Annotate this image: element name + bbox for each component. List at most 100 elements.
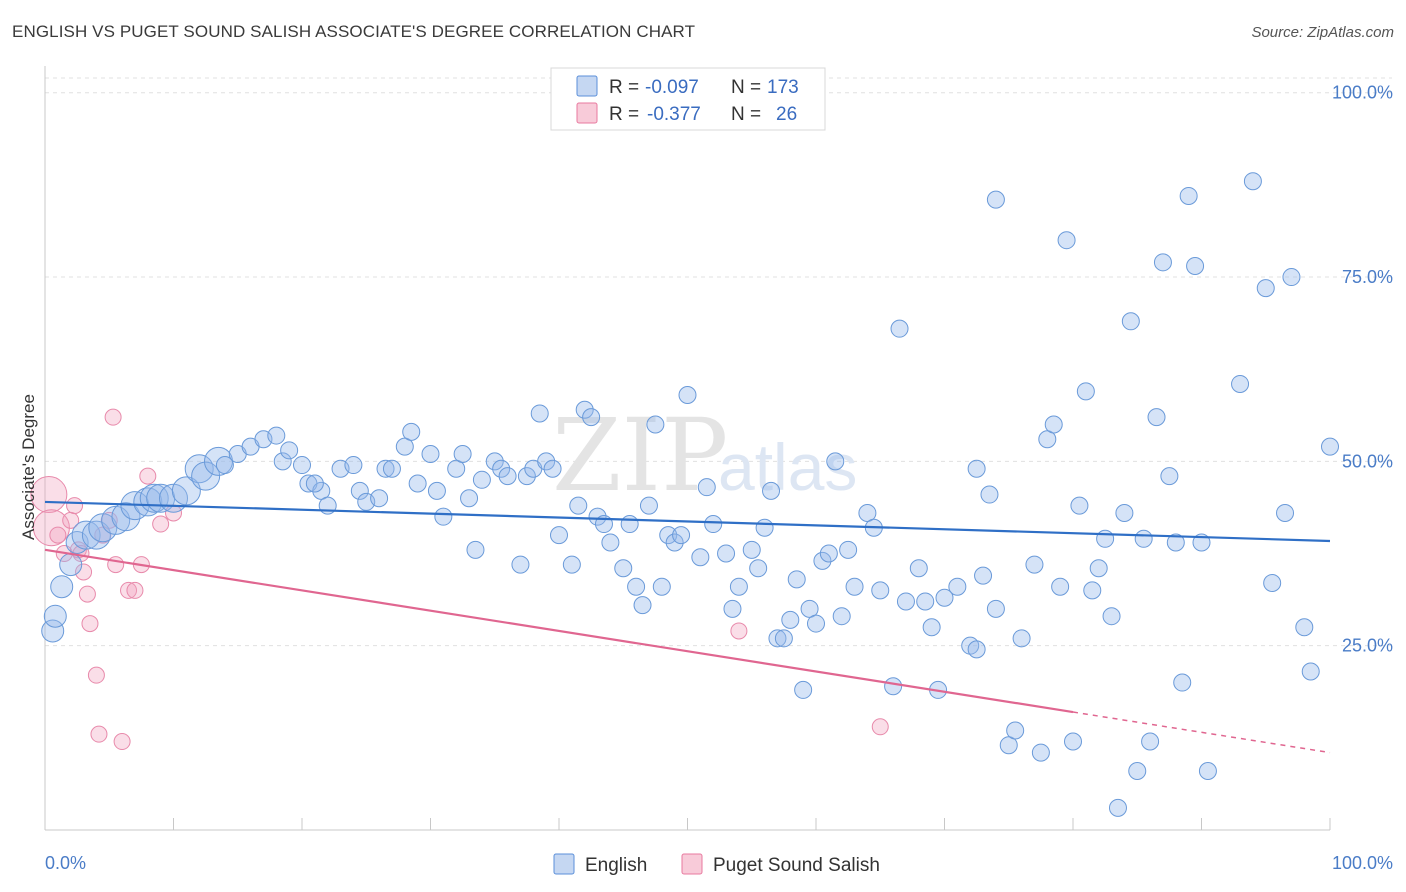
english-point — [1128, 762, 1147, 781]
english-point — [729, 577, 748, 596]
english-point — [575, 400, 594, 419]
series-legend-swatch-puget — [681, 853, 703, 875]
puget-point — [87, 666, 105, 684]
english-point — [350, 481, 369, 500]
english-point — [986, 599, 1005, 618]
english-point — [980, 485, 999, 504]
series-legend-label-english: English — [585, 855, 647, 876]
english-point — [1012, 629, 1031, 648]
english-point — [1263, 574, 1282, 593]
puget-point — [126, 581, 144, 599]
x-tick-labels: 0.0% 100.0% — [45, 853, 1393, 873]
english-point — [948, 577, 967, 596]
puget-point — [75, 563, 93, 581]
english-point — [1282, 268, 1301, 287]
english-point — [267, 426, 286, 445]
english-point — [421, 445, 440, 463]
english-point — [1070, 496, 1089, 515]
english-point — [376, 459, 395, 478]
english-point — [101, 505, 131, 535]
english-point — [890, 319, 909, 338]
puget-point — [30, 476, 68, 514]
english-point — [672, 526, 691, 545]
english-point — [1115, 503, 1134, 522]
english-point — [71, 520, 101, 550]
english-point — [215, 456, 234, 475]
english-point — [588, 507, 607, 526]
english-point — [974, 566, 993, 585]
y-tick-labels: 25.0% 50.0% 75.0% 100.0% — [1332, 83, 1393, 656]
english-point — [1173, 673, 1192, 692]
english-point — [498, 467, 517, 486]
english-point — [871, 581, 890, 600]
english-point — [460, 489, 479, 508]
english-point — [774, 629, 793, 648]
english-point — [807, 614, 825, 633]
english-point — [1083, 581, 1102, 600]
english-point — [1256, 279, 1275, 298]
english-point — [678, 386, 697, 405]
x-tick-label: 0.0% — [45, 853, 86, 873]
puget-trend-extension — [1072, 711, 1331, 754]
puget-point — [139, 467, 157, 485]
legend-swatch-puget — [576, 102, 598, 124]
english-point — [1141, 732, 1160, 751]
legend-r-label: R = — [609, 77, 639, 98]
english-point — [344, 456, 363, 475]
english-point — [41, 619, 65, 643]
english-point — [986, 190, 1005, 209]
english-point — [1186, 257, 1205, 275]
english-point — [59, 553, 83, 577]
english-point — [171, 476, 201, 506]
puget-point — [152, 515, 170, 533]
axes — [44, 66, 1331, 831]
english-point — [1231, 374, 1250, 393]
english-point — [652, 577, 671, 596]
legend-n-label: N = — [731, 77, 761, 98]
puget-point — [730, 622, 748, 640]
trend-lines — [44, 500, 1331, 754]
english-point — [659, 526, 678, 545]
english-point — [781, 610, 800, 629]
english-point — [1243, 172, 1262, 191]
english-point — [967, 459, 986, 478]
english-point — [582, 408, 601, 427]
x-tick-label: 100.0% — [1332, 853, 1393, 873]
english-point — [370, 489, 389, 508]
english-point — [1006, 721, 1025, 740]
english-point — [819, 544, 838, 563]
y-axis-label: Associate's Degree — [19, 394, 38, 540]
english-point — [434, 507, 453, 526]
legend-n-value: 173 — [767, 77, 799, 98]
english-point — [1076, 382, 1095, 401]
english-point — [305, 474, 324, 493]
english-point — [293, 456, 311, 475]
english-point — [1160, 467, 1179, 486]
english-point — [916, 592, 935, 611]
english-point — [517, 467, 536, 486]
english-point — [1166, 533, 1185, 552]
english-point — [1301, 662, 1320, 681]
english-point — [768, 629, 787, 648]
english-point — [1044, 415, 1063, 434]
english-point — [935, 588, 954, 607]
english-point — [1031, 743, 1050, 762]
english-point — [1064, 732, 1082, 751]
english-point — [537, 452, 556, 471]
grid-lines — [45, 77, 1392, 647]
english-point — [627, 577, 646, 596]
english-point — [280, 441, 299, 460]
english-point — [402, 422, 421, 441]
chart-title: ENGLISH VS PUGET SOUND SALISH ASSOCIATE'… — [12, 22, 696, 41]
english-point — [273, 452, 292, 471]
watermark-zip: ZIP — [552, 397, 728, 514]
english-point — [742, 540, 761, 559]
english-point — [691, 548, 710, 567]
english-point — [1147, 408, 1166, 427]
english-point — [1102, 607, 1121, 626]
english-point — [1121, 312, 1140, 331]
english-point — [794, 680, 813, 699]
english-point — [485, 452, 504, 471]
english-point — [1295, 618, 1314, 637]
